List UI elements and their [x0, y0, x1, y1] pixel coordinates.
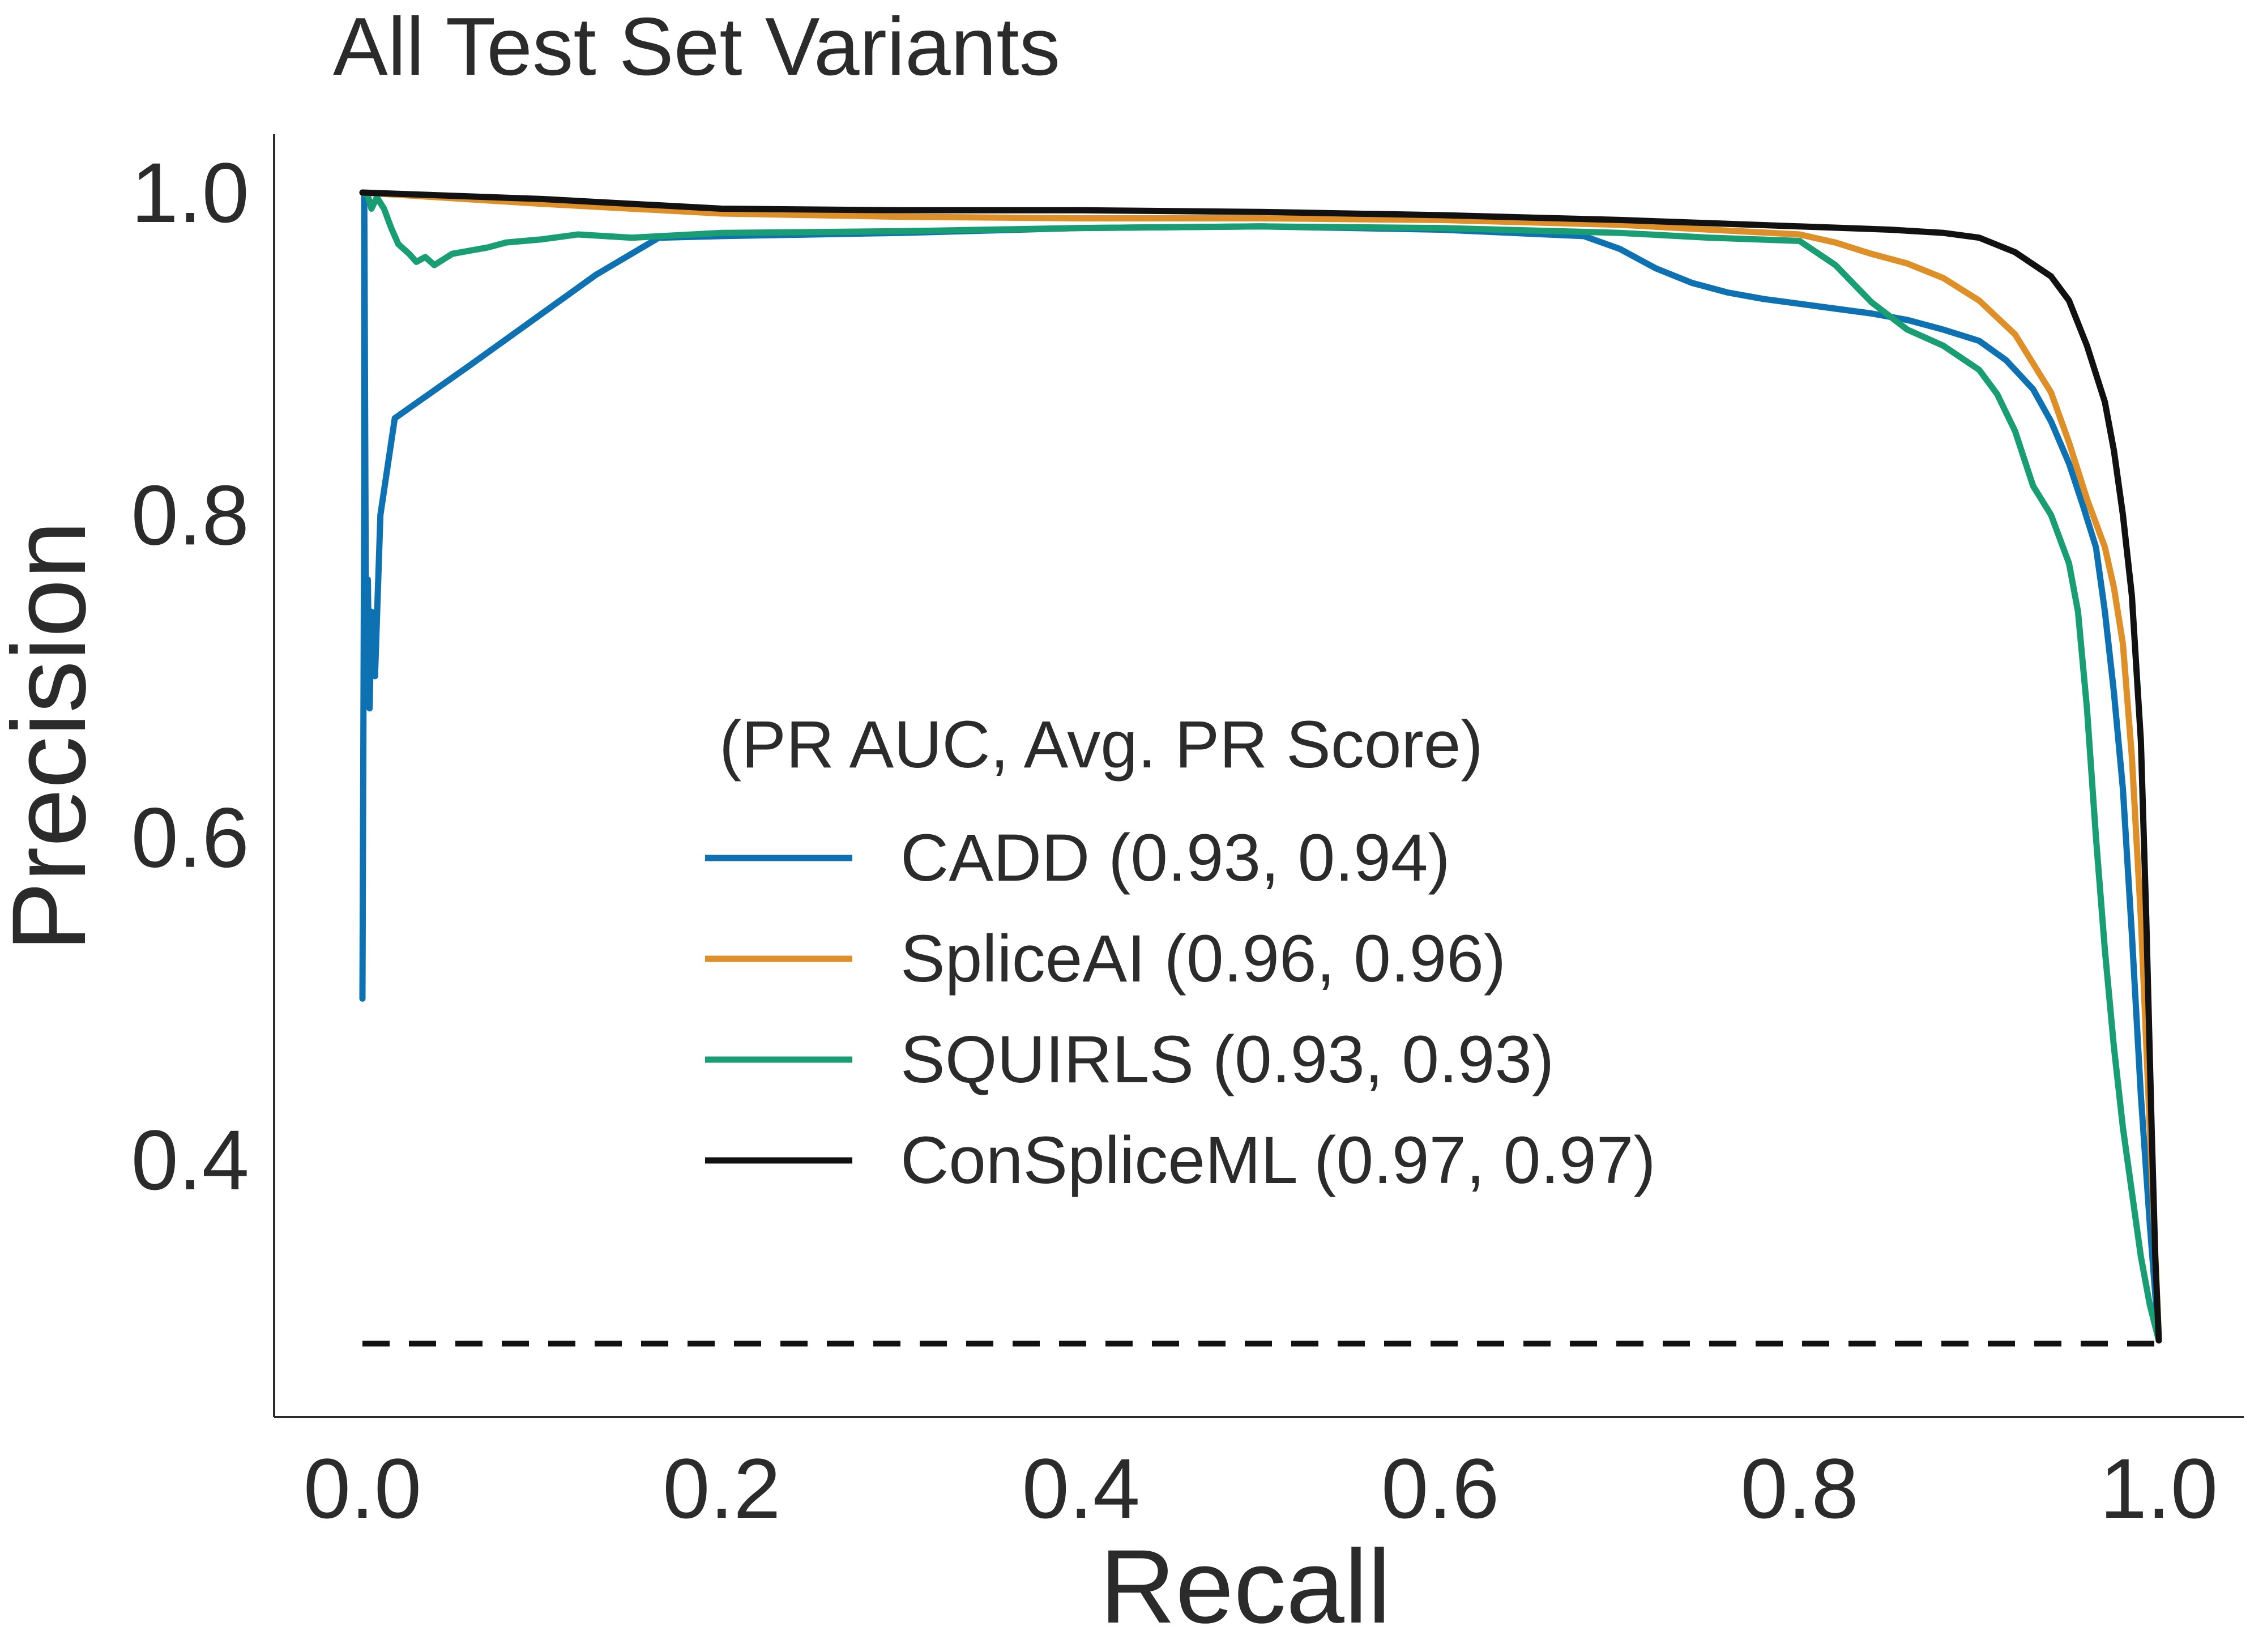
y-axis: 0.4 0.6 0.8 1.0	[131, 134, 275, 1417]
x-tick-label: 0.2	[663, 1441, 781, 1536]
x-axis: 0.0 0.2 0.4 0.6 0.8 1.0	[274, 1416, 2244, 1536]
x-tick-labels: 0.0 0.2 0.4 0.6 0.8 1.0	[304, 1441, 2218, 1536]
y-axis-label: Precision	[0, 521, 108, 952]
x-tick-label: 0.6	[1381, 1441, 1500, 1536]
x-tick-label: 0.8	[1740, 1441, 1859, 1536]
series-line-1	[359, 189, 2162, 1341]
legend-entry: SQUIRLS (0.93, 0.93)	[705, 1022, 1554, 1097]
series-line-3	[359, 189, 2162, 1344]
legend-entry: SpliceAI (0.96, 0.96)	[705, 921, 1506, 996]
plot-area	[359, 189, 2162, 1347]
y-tick-label: 0.8	[131, 467, 249, 562]
legend-title: (PR AUC, Avg. PR Score)	[719, 707, 1483, 782]
legend-entry: CADD (0.93, 0.94)	[705, 821, 1450, 895]
series-lines	[359, 189, 2162, 1344]
legend-entries: CADD (0.93, 0.94) SpliceAI (0.96, 0.96) SQ…	[705, 821, 1656, 1198]
legend: (PR AUC, Avg. PR Score) CADD (0.93, 0.94…	[705, 707, 1656, 1198]
y-tick-labels: 0.4 0.6 0.8 1.0	[131, 145, 249, 1207]
y-tick-label: 0.6	[131, 790, 249, 885]
legend-entry: ConSpliceML (0.97, 0.97)	[705, 1123, 1656, 1198]
x-tick-label: 0.4	[1022, 1441, 1141, 1536]
y-tick-label: 0.4	[131, 1112, 249, 1207]
chart-title: All Test Set Variants	[333, 1, 1060, 92]
x-axis-label: Recall	[1100, 1529, 1391, 1645]
x-tick-label: 0.0	[304, 1441, 422, 1536]
y-tick-label: 1.0	[131, 145, 249, 240]
legend-label: CADD (0.93, 0.94)	[900, 821, 1450, 895]
legend-label: ConSpliceML (0.97, 0.97)	[900, 1123, 1656, 1198]
x-tick-label: 1.0	[2100, 1441, 2218, 1536]
series-line-0	[359, 189, 2162, 1344]
series-line-2	[359, 189, 2162, 1344]
legend-label: SQUIRLS (0.93, 0.93)	[900, 1022, 1554, 1097]
legend-label: SpliceAI (0.96, 0.96)	[900, 921, 1506, 996]
